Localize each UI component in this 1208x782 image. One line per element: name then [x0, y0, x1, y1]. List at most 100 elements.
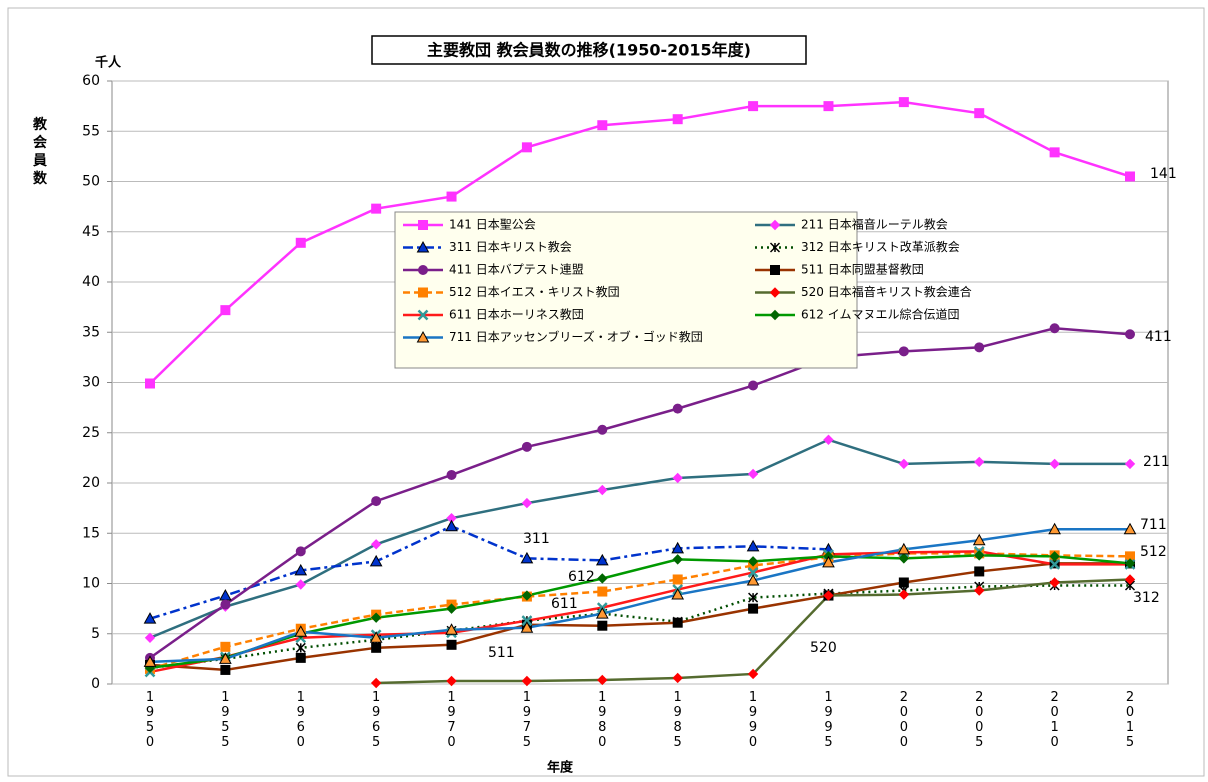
legend-label: 312 日本キリスト改革派教会 — [801, 239, 960, 254]
marker — [370, 539, 382, 550]
annotation: 141 — [1150, 166, 1177, 182]
annotation: 711 — [1140, 517, 1167, 533]
marker — [898, 589, 910, 600]
marker — [521, 142, 532, 153]
marker — [520, 621, 534, 633]
y-tick-label: 50 — [82, 174, 100, 190]
legend-label: 612 イムマヌエル綜合伝道団 — [801, 307, 959, 322]
marker — [898, 97, 909, 108]
marker — [1125, 171, 1135, 182]
annotation: 312 — [1133, 590, 1160, 606]
marker — [672, 114, 683, 125]
marker — [1048, 522, 1061, 535]
marker — [672, 403, 683, 414]
marker — [1049, 551, 1060, 562]
marker — [1124, 558, 1136, 569]
marker — [897, 542, 911, 555]
annotation: 511 — [488, 645, 515, 661]
y-tick-label: 35 — [82, 324, 100, 340]
y-tick-label: 5 — [91, 626, 100, 642]
y-tick-label: 10 — [82, 576, 100, 592]
marker — [672, 672, 683, 684]
marker — [595, 553, 609, 566]
series-line — [149, 552, 1131, 671]
y-unit: 千人 — [95, 55, 122, 71]
marker — [446, 675, 457, 687]
marker — [748, 592, 759, 603]
marker — [220, 305, 231, 316]
marker — [898, 553, 910, 564]
marker — [417, 309, 429, 321]
marker — [597, 484, 608, 496]
marker — [974, 456, 985, 468]
marker — [143, 655, 157, 667]
series-line — [149, 527, 1130, 664]
marker — [974, 566, 985, 577]
y-tick-label: 40 — [82, 274, 100, 290]
marker — [597, 586, 608, 597]
marker — [1125, 329, 1135, 340]
y-tick-label: 20 — [82, 475, 100, 491]
marker — [769, 309, 781, 321]
annotation: 411 — [1145, 329, 1172, 345]
annotation: 211 — [1143, 454, 1170, 470]
marker — [974, 342, 985, 353]
marker — [746, 539, 760, 552]
marker — [1049, 577, 1060, 588]
marker — [823, 434, 834, 445]
series-line — [149, 100, 1131, 385]
marker — [418, 287, 428, 298]
marker — [295, 546, 306, 557]
marker — [521, 590, 533, 601]
marker — [295, 579, 306, 590]
marker — [748, 380, 759, 391]
series-line — [149, 550, 1130, 674]
marker — [898, 577, 909, 588]
marker — [371, 642, 382, 653]
marker — [220, 641, 231, 652]
legend-label: 311 日本キリスト教会 — [449, 239, 572, 254]
marker — [597, 620, 608, 631]
marker — [769, 287, 781, 298]
legend-label: 211 日本福音ルーテル教会 — [801, 217, 948, 232]
title-box — [371, 35, 807, 65]
marker — [769, 242, 781, 253]
marker — [972, 533, 986, 546]
marker — [521, 497, 533, 509]
marker — [369, 631, 383, 643]
marker — [294, 563, 308, 576]
annotation: 612 — [568, 569, 595, 585]
marker — [747, 668, 759, 680]
marker — [446, 639, 457, 650]
marker — [520, 551, 534, 564]
marker — [597, 424, 608, 435]
series-line — [149, 562, 1130, 672]
marker — [823, 590, 834, 601]
y-tick-label: 25 — [82, 425, 100, 441]
marker — [672, 472, 683, 484]
marker — [898, 346, 909, 357]
marker — [220, 599, 231, 610]
marker — [1124, 574, 1136, 585]
series-line — [149, 554, 1131, 670]
marker — [371, 203, 382, 214]
marker — [748, 101, 759, 112]
marker — [416, 240, 430, 253]
marker — [371, 496, 382, 507]
marker — [416, 330, 430, 343]
marker — [418, 220, 428, 230]
series-line — [149, 438, 1130, 639]
marker — [1049, 147, 1060, 158]
annotation: 311 — [523, 531, 550, 547]
legend-label: 611 日本ホーリネス教団 — [449, 307, 584, 322]
legend-label: 511 日本同盟基督教団 — [801, 262, 924, 277]
marker — [746, 573, 760, 586]
